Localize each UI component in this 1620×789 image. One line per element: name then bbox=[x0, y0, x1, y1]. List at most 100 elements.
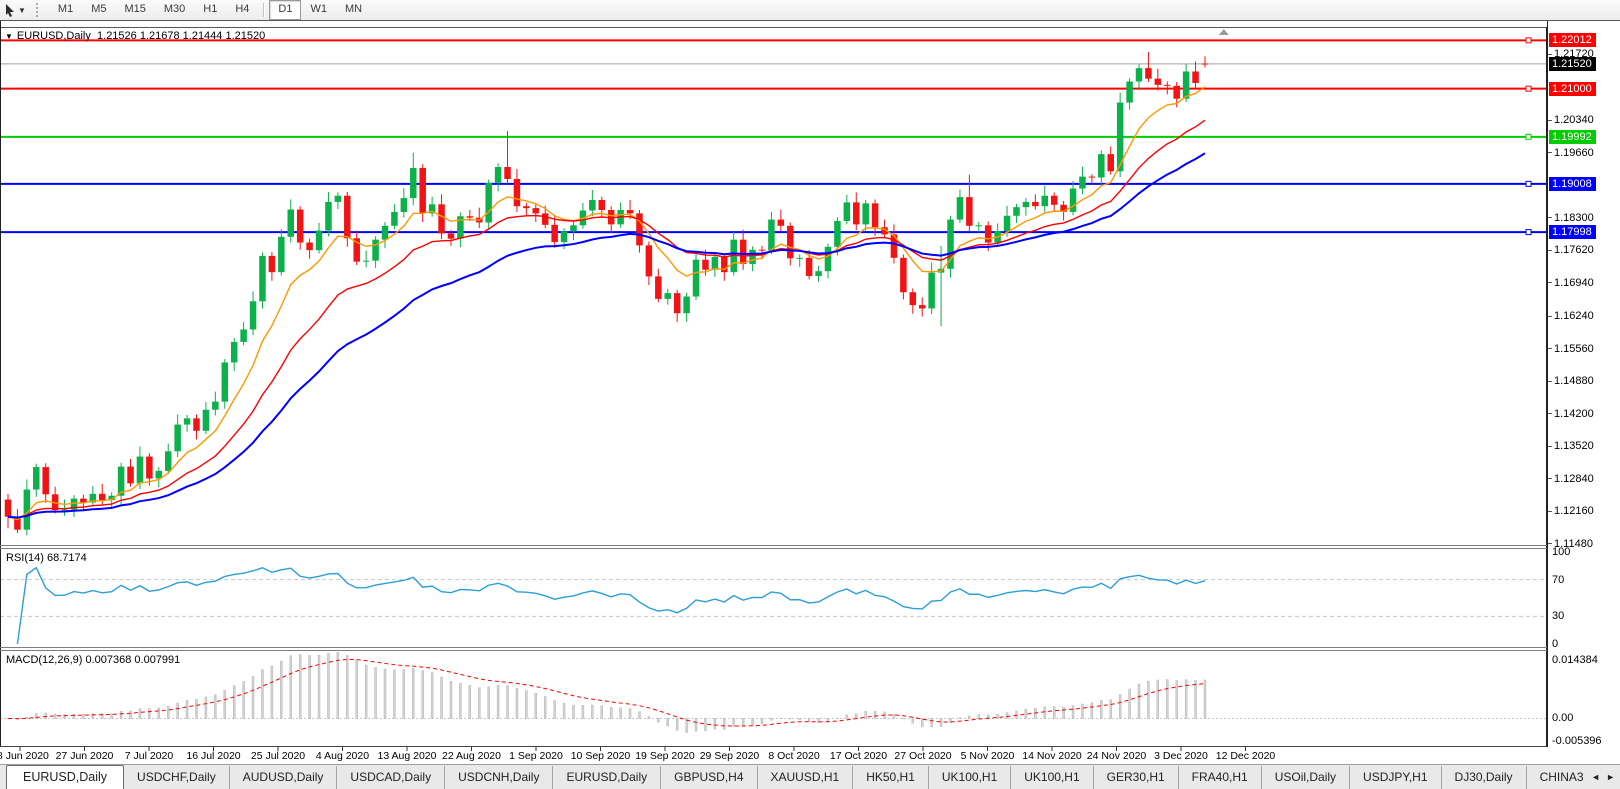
symbol-tab[interactable]: USOil,Daily bbox=[1262, 766, 1351, 789]
candle bbox=[834, 221, 841, 247]
price-chart-canvas[interactable] bbox=[0, 21, 1547, 765]
price-level-badge: 1.22012 bbox=[1549, 33, 1596, 48]
symbol-tab[interactable]: DJ30,Daily bbox=[1442, 766, 1527, 789]
candle bbox=[1192, 71, 1199, 83]
candle bbox=[871, 203, 879, 228]
candle bbox=[570, 225, 577, 232]
timeframe-button-h1[interactable]: H1 bbox=[203, 3, 218, 15]
price-scale-axis[interactable]: 1.21720 1.20340 1.19660 1.18300 1.17620 1.169… bbox=[1547, 21, 1620, 747]
symbol-tab[interactable]: FRA40,H1 bbox=[1179, 766, 1262, 789]
candle bbox=[1201, 63, 1209, 65]
candle bbox=[966, 197, 973, 226]
time-label: 27 Oct 2020 bbox=[894, 750, 952, 762]
candle bbox=[391, 211, 398, 226]
candle bbox=[438, 204, 445, 234]
panel-splitter[interactable] bbox=[0, 647, 1620, 648]
candle bbox=[664, 293, 671, 299]
timeframe-button-d1[interactable]: D1 bbox=[269, 0, 302, 20]
time-label: 27 Jun 2020 bbox=[55, 750, 114, 762]
macd-signal-line bbox=[7, 658, 1206, 727]
candle bbox=[240, 329, 247, 342]
toolbar-grip bbox=[35, 3, 43, 17]
symbol-tab[interactable]: XAUUSD,H1 bbox=[758, 766, 854, 789]
symbol-tab[interactable]: GBPUSD,H4 bbox=[661, 766, 758, 789]
candle bbox=[136, 456, 144, 484]
tab-scroll-right-icon[interactable]: ► bbox=[1606, 772, 1615, 782]
timeframe-button-m1[interactable]: M1 bbox=[57, 3, 74, 15]
candle bbox=[862, 203, 869, 225]
collapse-arrow-icon[interactable]: ▼ bbox=[5, 32, 13, 41]
symbol-tab[interactable]: AUDUSD,Daily bbox=[230, 766, 338, 789]
symbol-tab[interactable]: USDCNH,Daily bbox=[445, 766, 554, 789]
chart-left-border bbox=[0, 21, 1, 747]
rsi-scale-label: 100 bbox=[1552, 546, 1571, 558]
rsi-scale-label: 30 bbox=[1552, 610, 1565, 623]
timeframe-button-h4[interactable]: H4 bbox=[235, 3, 250, 15]
candle bbox=[202, 409, 210, 431]
chart-shift-marker[interactable] bbox=[1218, 29, 1229, 35]
candle bbox=[909, 292, 917, 306]
price-tick-label: 1.12160 bbox=[1548, 504, 1594, 518]
symbol-tab[interactable]: EURUSD,Daily bbox=[6, 765, 125, 789]
candle bbox=[127, 466, 134, 484]
time-label: 1 Sep 2020 bbox=[509, 750, 563, 762]
price-tick-label: 1.14880 bbox=[1548, 374, 1594, 388]
time-label: 7 Jul 2020 bbox=[124, 750, 174, 762]
candle bbox=[419, 167, 426, 214]
timeframe-button-m15[interactable]: M15 bbox=[124, 3, 146, 15]
candle bbox=[1003, 215, 1011, 232]
panel-splitter bbox=[0, 548, 1620, 549]
symbol-tab[interactable]: GER30,H1 bbox=[1094, 766, 1179, 789]
candle bbox=[1164, 84, 1171, 86]
candle bbox=[362, 260, 370, 262]
symbol-tab[interactable]: UK100,H1 bbox=[1011, 766, 1094, 789]
timeframe-button-m5[interactable]: M5 bbox=[91, 3, 107, 15]
toolbar-separator bbox=[263, 3, 265, 17]
candle bbox=[843, 202, 851, 222]
macd-scale-label: 0.014384 bbox=[1552, 654, 1598, 666]
candle bbox=[598, 200, 606, 211]
candle bbox=[4, 499, 12, 517]
candle bbox=[259, 255, 266, 302]
price-tick-label: 1.16240 bbox=[1548, 309, 1594, 323]
symbol-tab[interactable]: UK100,H1 bbox=[929, 766, 1012, 789]
time-label: 19 Sep 2020 bbox=[635, 750, 695, 762]
timeframe-button-w1[interactable]: W1 bbox=[310, 3, 327, 15]
symbol-tab[interactable]: USDCAD,Daily bbox=[337, 766, 446, 789]
candle bbox=[739, 239, 747, 265]
candle bbox=[626, 210, 634, 214]
candle bbox=[485, 182, 492, 223]
candle bbox=[428, 204, 436, 214]
candle bbox=[353, 238, 360, 262]
symbol-tab[interactable]: USDJPY,H1 bbox=[1350, 766, 1442, 789]
candle bbox=[805, 257, 813, 276]
timeframe-button-mn[interactable]: MN bbox=[344, 3, 363, 15]
tab-scroll-left-icon[interactable]: ◄ bbox=[1591, 772, 1601, 782]
macd-histogram bbox=[6, 652, 1207, 733]
drawing-tool-button[interactable]: ▼ bbox=[0, 0, 30, 20]
chart-window[interactable]: ▼ EURUSD,Daily 1.21526 1.21678 1.21444 1.… bbox=[0, 20, 1620, 765]
price-tick-label: 1.14200 bbox=[1548, 407, 1594, 421]
candle bbox=[947, 219, 954, 269]
candle bbox=[89, 493, 97, 503]
candle bbox=[51, 494, 59, 511]
rsi-scale-label: 70 bbox=[1552, 573, 1565, 586]
candle bbox=[711, 256, 719, 270]
line-drag-handle bbox=[1525, 180, 1532, 187]
candle bbox=[315, 230, 323, 251]
timeframe-button-m30[interactable]: M30 bbox=[163, 3, 186, 15]
symbol-tab[interactable]: EURUSD,Daily bbox=[553, 766, 662, 789]
candle bbox=[325, 201, 332, 231]
candle bbox=[721, 256, 728, 273]
time-label: 4 Aug 2020 bbox=[315, 750, 370, 762]
candle bbox=[777, 219, 785, 226]
candle bbox=[532, 208, 540, 214]
candle bbox=[815, 271, 822, 276]
candle bbox=[1079, 176, 1086, 189]
symbol-tab[interactable]: USDCHF,Daily bbox=[124, 766, 230, 789]
symbol-tab[interactable]: HK50,H1 bbox=[853, 766, 929, 789]
candle bbox=[287, 209, 294, 237]
candle bbox=[513, 178, 521, 207]
panel-splitter[interactable] bbox=[0, 545, 1620, 546]
horizontal-level-lines[interactable] bbox=[0, 37, 1546, 236]
